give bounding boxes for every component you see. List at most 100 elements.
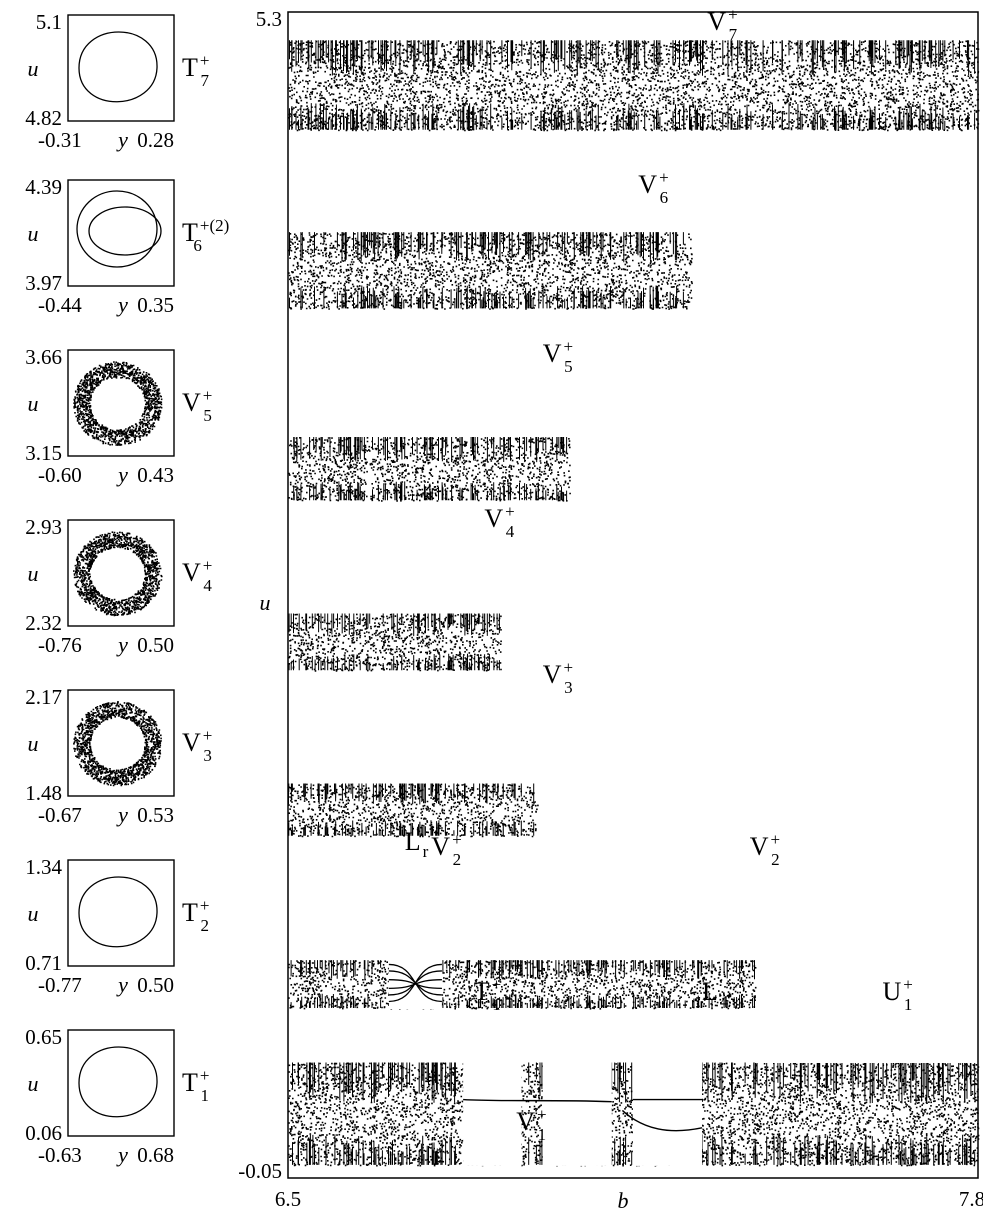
inset-x-label: y [116, 972, 128, 997]
t1-window-3 [633, 1061, 702, 1166]
lr-loop-curve [388, 963, 442, 1003]
inset-y-min: 0.06 [25, 1121, 62, 1145]
inset-x-min: -0.31 [38, 128, 82, 152]
attractor-loop-inner [88, 206, 162, 256]
t1-window-1 [463, 1061, 522, 1166]
attractor-curve [78, 876, 158, 948]
bifurcation-diagram: V +7V +6V +5V +4V +3T +1L r V +2 V +2L 4 U +1V +15.3-0.… [238, 5, 983, 1211]
inset-x-max: 0.43 [137, 463, 174, 487]
clear-gap [755, 1007, 977, 1063]
inset-attractor-label: V +4 [182, 556, 212, 595]
inset-y-label: u [28, 731, 39, 756]
inset-attractor-label: V +3 [182, 726, 212, 765]
inset-x-min: -0.76 [38, 633, 82, 657]
phase-portraits: 5.1 4.82 u -0.31 0.28 y T +7 4.39 3.97 u -0.44 0.35 y… [25, 10, 229, 1167]
phase-portrait-t7: 5.1 4.82 u -0.31 0.28 y T +7 [25, 10, 209, 152]
band-label-v7: V +7 [707, 5, 737, 44]
label-v2-mid: V +2 [431, 830, 461, 869]
band-v6 [288, 232, 693, 310]
phase-portrait-v3: 2.17 1.48 u -0.67 0.53 y V +3 [25, 685, 212, 827]
lr-loops [388, 963, 442, 1003]
attractor-loop-outer [76, 190, 158, 268]
inset-y-min: 4.82 [25, 106, 62, 130]
band-label-v4: V +4 [484, 502, 514, 541]
inset-x-min: -0.60 [38, 463, 82, 487]
inset-y-max: 2.17 [25, 685, 62, 709]
y-tick-top: 5.3 [256, 7, 282, 31]
inset-x-max: 0.50 [137, 973, 174, 997]
band-streaks [290, 960, 755, 1008]
inset-attractor-label: T +2 [182, 896, 209, 935]
band-streaks [289, 232, 684, 309]
inset-attractor-label: T +7 [182, 51, 209, 90]
inset-x-label: y [116, 1142, 128, 1167]
phase-portrait-t1: 0.65 0.06 u -0.63 0.68 y T +1 [25, 1025, 209, 1167]
attractor-points [73, 361, 163, 446]
inset-x-max: 0.53 [137, 803, 174, 827]
phase-portrait-v5: 3.66 3.15 u -0.60 0.43 y V +5 [25, 345, 212, 487]
inset-frame [67, 179, 175, 287]
inset-frame [67, 859, 175, 967]
phase-portrait-t2: 1.34 0.71 u -0.77 0.50 y T +2 [25, 855, 209, 997]
inset-y-label: u [28, 56, 39, 81]
attractor-points [73, 701, 162, 787]
inset-x-max: 0.28 [137, 128, 174, 152]
band-v3 [288, 783, 539, 838]
inset-y-label: u [28, 221, 39, 246]
band-label-v5: V +5 [543, 337, 573, 376]
band-v4 [288, 613, 502, 672]
inset-attractor-label: T +1 [182, 1066, 209, 1105]
inset-x-label: y [116, 292, 128, 317]
label-u1: U +1 [882, 975, 912, 1014]
band-streaks [288, 783, 535, 836]
inset-frame [67, 1029, 175, 1137]
band-label-v6: V +6 [638, 168, 668, 207]
inset-x-max: 0.68 [137, 1143, 174, 1167]
inset-x-label: y [116, 462, 128, 487]
inset-y-min: 2.32 [25, 611, 62, 635]
band-streaks [293, 437, 568, 501]
inset-attractor-label: T +(2) 6 [182, 216, 229, 255]
band-v5 [288, 437, 571, 502]
inset-y-label: u [28, 391, 39, 416]
band-streaks [288, 613, 500, 671]
lr-loop-curve [388, 979, 442, 990]
inset-y-min: 3.15 [25, 441, 62, 465]
band-points [288, 232, 693, 310]
inset-y-max: 2.93 [25, 515, 62, 539]
band-points [288, 437, 571, 502]
x-tick-left: 6.5 [275, 1187, 301, 1211]
inset-x-label: y [116, 127, 128, 152]
inset-x-min: -0.63 [38, 1143, 82, 1167]
x-axis-label: b [618, 1188, 629, 1211]
inset-y-min: 0.71 [25, 951, 62, 975]
label-v1: V +1 [516, 1105, 546, 1144]
inset-y-label: u [28, 561, 39, 586]
t1-window-2 [542, 1061, 612, 1166]
attractor-curve [78, 31, 158, 103]
y-tick-bottom: -0.05 [238, 1159, 282, 1183]
inset-attractor-label: V +5 [182, 386, 212, 425]
y-axis-label: u [260, 590, 271, 615]
phase-portrait-t6: 4.39 3.97 u -0.44 0.35 y T +(2) 6 [25, 175, 229, 317]
inset-x-min: -0.77 [38, 973, 82, 997]
plot-frame [287, 11, 979, 1179]
inset-x-min: -0.44 [38, 293, 82, 317]
inset-x-min: -0.67 [38, 803, 82, 827]
label-v2-right: V +2 [750, 830, 780, 869]
x-tick-right: 7.8 [959, 1187, 983, 1211]
inset-y-min: 1.48 [25, 781, 62, 805]
torus-line-lower [621, 1109, 703, 1132]
band-v7 [288, 40, 980, 132]
inset-x-label: y [116, 802, 128, 827]
inset-x-label: y [116, 632, 128, 657]
inset-y-min: 3.97 [25, 271, 62, 295]
band-label-v3: V +3 [543, 658, 573, 697]
attractor-points [73, 531, 163, 617]
torus-line-1 [463, 1098, 612, 1103]
inset-y-label: u [28, 901, 39, 926]
band-points [288, 1062, 980, 1167]
